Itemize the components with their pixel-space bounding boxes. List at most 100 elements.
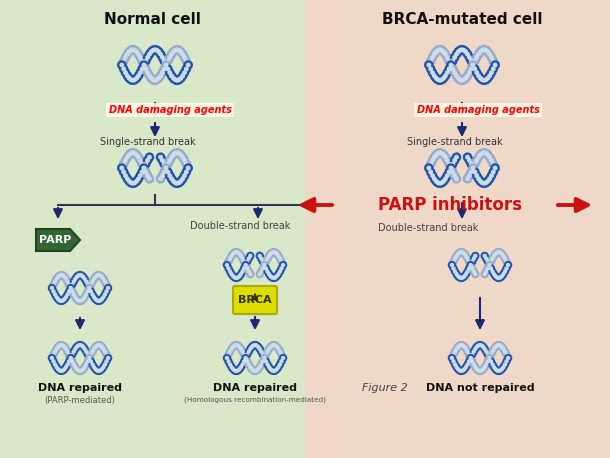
Circle shape	[484, 74, 492, 82]
Circle shape	[453, 158, 456, 162]
Circle shape	[486, 50, 493, 58]
Circle shape	[127, 46, 135, 55]
Circle shape	[105, 360, 108, 363]
Circle shape	[465, 156, 473, 164]
Circle shape	[453, 345, 460, 352]
Circle shape	[231, 274, 238, 281]
Circle shape	[78, 367, 85, 374]
Circle shape	[143, 172, 152, 180]
Circle shape	[497, 342, 504, 349]
Circle shape	[160, 65, 168, 73]
Circle shape	[168, 175, 176, 183]
Circle shape	[142, 57, 150, 65]
Circle shape	[262, 265, 270, 272]
Circle shape	[426, 57, 435, 65]
Circle shape	[90, 294, 98, 300]
Circle shape	[107, 357, 110, 360]
Circle shape	[467, 262, 474, 268]
Circle shape	[489, 57, 497, 65]
Circle shape	[478, 179, 486, 187]
Circle shape	[171, 179, 179, 187]
Circle shape	[454, 350, 456, 353]
Circle shape	[187, 63, 190, 67]
Circle shape	[486, 262, 493, 268]
Circle shape	[56, 367, 63, 374]
Circle shape	[272, 249, 279, 256]
Circle shape	[439, 177, 448, 185]
Circle shape	[493, 273, 495, 276]
Circle shape	[237, 271, 245, 278]
Circle shape	[476, 342, 484, 349]
Circle shape	[160, 174, 164, 177]
Circle shape	[79, 344, 82, 347]
Circle shape	[494, 345, 497, 348]
Circle shape	[90, 360, 92, 363]
Circle shape	[453, 72, 461, 80]
Circle shape	[490, 56, 493, 59]
Circle shape	[473, 344, 480, 350]
Circle shape	[118, 61, 126, 69]
Text: DNA damaging agents: DNA damaging agents	[417, 105, 539, 115]
Circle shape	[505, 267, 508, 270]
Circle shape	[453, 50, 461, 58]
Circle shape	[62, 274, 64, 277]
Circle shape	[275, 364, 282, 371]
Circle shape	[66, 363, 69, 366]
Circle shape	[431, 174, 434, 177]
Circle shape	[470, 361, 477, 368]
Circle shape	[102, 296, 105, 299]
Circle shape	[434, 76, 442, 84]
Circle shape	[265, 271, 273, 278]
Circle shape	[84, 358, 92, 365]
Circle shape	[475, 367, 482, 374]
Circle shape	[239, 268, 246, 275]
Circle shape	[439, 151, 448, 159]
Circle shape	[244, 265, 251, 272]
Circle shape	[184, 164, 192, 172]
Circle shape	[244, 258, 251, 265]
Circle shape	[451, 162, 454, 166]
Circle shape	[103, 288, 110, 295]
Circle shape	[453, 364, 460, 371]
Circle shape	[264, 348, 271, 355]
Circle shape	[52, 291, 59, 298]
Circle shape	[487, 265, 494, 272]
Circle shape	[230, 273, 233, 276]
Circle shape	[465, 172, 473, 180]
Circle shape	[81, 294, 88, 300]
Circle shape	[258, 255, 265, 262]
Circle shape	[440, 49, 443, 52]
Circle shape	[98, 296, 106, 303]
Circle shape	[263, 357, 266, 360]
Circle shape	[503, 351, 510, 358]
Circle shape	[491, 257, 494, 260]
Circle shape	[458, 46, 466, 54]
Circle shape	[230, 366, 233, 369]
Circle shape	[174, 181, 177, 185]
Circle shape	[173, 76, 181, 84]
Circle shape	[483, 48, 486, 51]
Circle shape	[79, 273, 82, 277]
Circle shape	[80, 344, 83, 347]
Circle shape	[230, 273, 237, 280]
Circle shape	[181, 177, 184, 180]
Circle shape	[142, 65, 150, 73]
Circle shape	[168, 174, 171, 177]
Circle shape	[270, 274, 277, 281]
Circle shape	[101, 291, 109, 298]
Circle shape	[477, 177, 480, 180]
Circle shape	[98, 344, 106, 350]
Circle shape	[172, 50, 175, 54]
Circle shape	[436, 148, 444, 157]
Circle shape	[450, 357, 453, 360]
Circle shape	[481, 364, 488, 371]
Circle shape	[146, 71, 149, 74]
Circle shape	[462, 48, 470, 56]
Circle shape	[486, 354, 493, 361]
Circle shape	[478, 342, 485, 349]
Circle shape	[99, 344, 102, 347]
Circle shape	[434, 76, 438, 80]
Circle shape	[142, 168, 150, 176]
Circle shape	[105, 284, 112, 291]
Circle shape	[87, 281, 95, 288]
